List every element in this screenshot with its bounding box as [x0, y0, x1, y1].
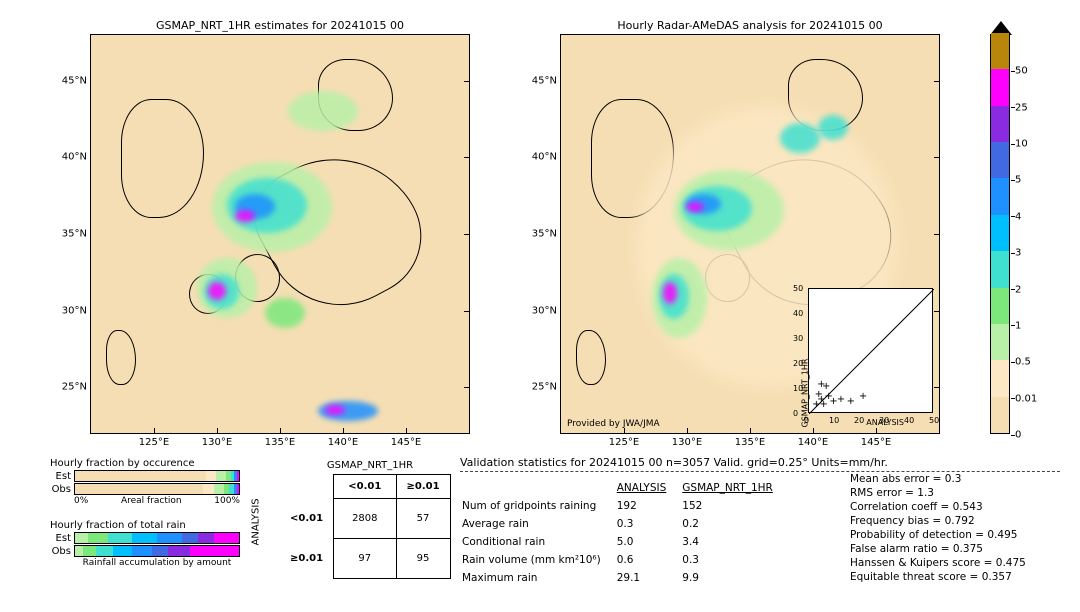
right-map-panel: Hourly Radar-AMeDAS analysis for 2024101…	[560, 34, 940, 434]
left-map-panel: GSMAP_NRT_1HR estimates for 20241015 00 …	[90, 34, 470, 434]
validation-header: Validation statistics for 20241015 00 n=…	[460, 456, 1060, 472]
validation-table: ANALYSIS GSMAP_NRT_1HR Num of gridpoints…	[460, 478, 789, 588]
inset-ylabel: GSMAP_NRT_1HR	[801, 359, 810, 428]
scatter-inset: + + + + + + + + + + + 001010202030304040…	[808, 288, 933, 413]
left-map-title: GSMAP_NRT_1HR estimates for 20241015 00	[91, 19, 469, 32]
totalrain-title: Hourly fraction of total rain	[50, 520, 240, 531]
contingency-title: GSMAP_NRT_1HR	[300, 460, 440, 471]
occurrence-bars: Hourly fraction by occurence Est Obs 0% …	[50, 458, 240, 506]
totalrain-bars: Hourly fraction of total rain Est Obs Ra…	[50, 520, 240, 568]
inset-xlabel: ANALYSIS	[866, 418, 904, 427]
validation-scores: Mean abs error = 0.3 RMS error = 1.3 Cor…	[850, 472, 1026, 584]
occurrence-title: Hourly fraction by occurence	[50, 458, 240, 469]
contingency-row-axis: ANALYSIS	[251, 498, 262, 545]
map-attribution: Provided by JWA/JMA	[567, 419, 660, 429]
colorbar: 00.010.512345102550	[990, 34, 1010, 434]
accum-title: Rainfall accumulation by amount	[50, 558, 240, 568]
contingency-table: <0.01 ≥0.01 <0.01 2808 57 ≥0.01 97 95	[280, 474, 451, 579]
right-map-title: Hourly Radar-AMeDAS analysis for 2024101…	[561, 19, 939, 32]
